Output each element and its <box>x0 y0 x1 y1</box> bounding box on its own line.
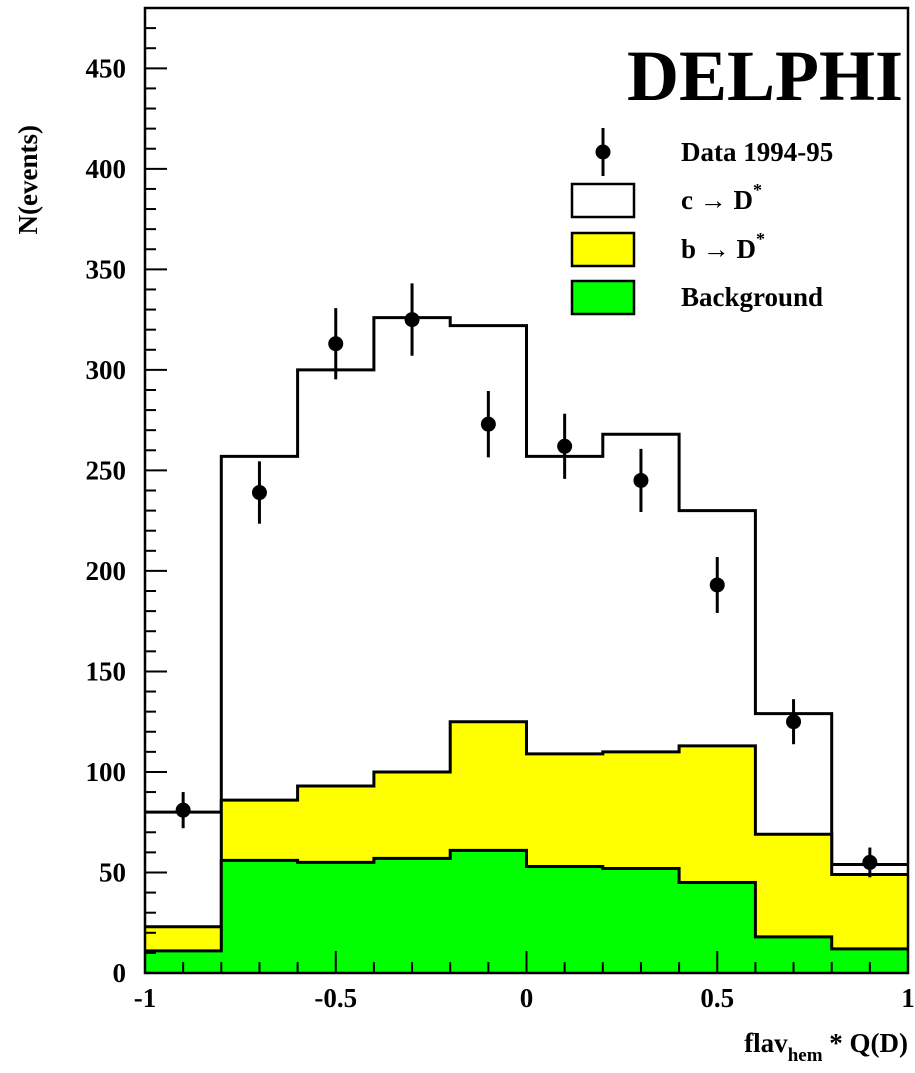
legend-swatch <box>570 231 636 268</box>
legend-label: Background <box>681 282 823 312</box>
y-tick-label: 100 <box>86 757 127 787</box>
stacked-histogram <box>145 316 908 974</box>
data-point <box>557 438 573 454</box>
x-tick-label: 0.5 <box>700 983 734 1013</box>
x-axis-title: flavhem * Q(D) <box>744 1028 908 1066</box>
data-points <box>175 283 878 878</box>
axis-ticks <box>144 7 909 974</box>
x-tick-label: -0.5 <box>314 983 357 1013</box>
y-tick-label: 450 <box>86 53 127 83</box>
data-point <box>404 312 420 328</box>
histogram-outline-c-d <box>145 316 908 866</box>
y-tick-label: 150 <box>86 656 127 686</box>
tick-labels: -1 -0.5 0 0.5 1 0 50 100 150 200 250 300 350 400 450 <box>86 53 915 1013</box>
data-point <box>251 485 267 501</box>
chart-title: DELPHI <box>627 36 903 116</box>
histogram-area-background <box>145 850 908 973</box>
y-axis-title: N(events) <box>13 125 43 234</box>
legend-swatch <box>570 182 636 219</box>
x-tick-label: 0 <box>520 983 534 1013</box>
data-point <box>709 577 725 593</box>
y-tick-label: 300 <box>86 355 127 385</box>
data-point <box>175 802 191 818</box>
y-tick-label: 50 <box>99 857 126 887</box>
legend: Data 1994-95 c → D* b → D* Background <box>570 128 833 316</box>
y-tick-label: 400 <box>86 154 127 184</box>
y-tick-label: 250 <box>86 455 127 485</box>
legend-swatch <box>570 279 636 316</box>
legend-label: b → D* <box>681 229 765 264</box>
y-tick-label: 0 <box>113 958 127 988</box>
legend-label: c → D* <box>681 180 762 215</box>
data-point <box>786 714 802 730</box>
y-tick-label: 350 <box>86 254 127 284</box>
legend-label: Data 1994-95 <box>681 137 833 167</box>
data-point <box>862 854 878 870</box>
histogram-outline-background <box>145 848 908 953</box>
x-tick-label: 1 <box>901 983 915 1013</box>
legend-marker-point <box>595 144 611 160</box>
histogram-outline-b-d <box>145 720 908 929</box>
data-point <box>328 336 344 352</box>
data-point <box>480 416 496 432</box>
data-point <box>633 472 649 488</box>
y-tick-label: 200 <box>86 556 127 586</box>
x-tick-label: -1 <box>134 983 157 1013</box>
